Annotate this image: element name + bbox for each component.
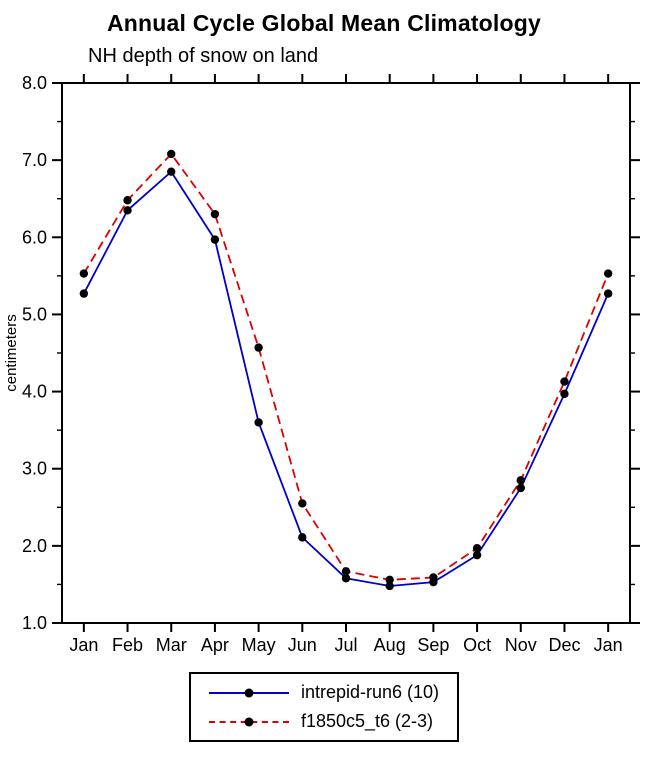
x-tick-label: Jan — [69, 635, 98, 655]
data-point-marker — [560, 389, 569, 399]
data-point-marker — [254, 418, 263, 427]
legend-label: intrepid-run6 (10) — [300, 682, 440, 702]
annual-cycle-line-chart: 1.0 2.0 3.0 4.0 5.0 6.0 7.0 8.0 Jan Feb Mar Apr May J… — [3, 73, 640, 655]
x-tick-label: Dec — [548, 635, 580, 655]
legend-item-f1850c5: f1850c5_t6 (2-3) — [208, 708, 439, 735]
data-point-marker — [298, 533, 307, 542]
y-tick-label: 2.0 — [22, 536, 47, 556]
chart-title: Annual Cycle Global Mean Climatology — [106, 10, 542, 36]
data-point-marker — [516, 483, 525, 493]
data-point-marker — [210, 209, 220, 219]
data-point-marker — [385, 575, 394, 584]
x-tick-label: Jul — [334, 635, 357, 655]
data-point-marker — [123, 196, 132, 205]
y-axis-title: centimeters — [3, 314, 20, 392]
plot-frame — [61, 82, 631, 624]
data-point-marker — [472, 543, 482, 553]
data-point-marker — [385, 581, 394, 591]
y-tick-label: 8.0 — [22, 73, 47, 93]
x-tick-label: Feb — [112, 635, 143, 655]
legend-marker-dot — [244, 717, 254, 726]
data-point-marker — [167, 149, 176, 159]
y-tick-label: 6.0 — [22, 227, 47, 247]
x-tick-label: Apr — [201, 635, 229, 655]
y-tick-label: 1.0 — [22, 613, 47, 633]
y-tick-label: 3.0 — [22, 459, 47, 479]
data-point-marker — [123, 206, 132, 215]
data-point-marker — [472, 550, 482, 560]
legend-label: f1850c5_t6 (2-3) — [300, 711, 434, 731]
data-point-marker — [79, 289, 89, 298]
x-tick-label: Sep — [417, 635, 449, 655]
axes: 1.0 2.0 3.0 4.0 5.0 6.0 7.0 8.0 Jan Feb Mar Apr May J… — [22, 73, 640, 655]
y-tick-label: 5.0 — [22, 304, 47, 324]
x-tick-label: Jun — [288, 635, 317, 655]
x-tick-label: Oct — [463, 635, 491, 655]
legend-line-sample-dashed — [208, 717, 289, 726]
data-point-marker — [210, 235, 220, 244]
data-point-marker — [298, 499, 307, 508]
legend-item-intrepid: intrepid-run6 (10) — [208, 679, 440, 706]
data-point-marker — [254, 343, 263, 352]
data-point-marker — [341, 567, 351, 576]
data-point-marker — [516, 476, 525, 485]
chart-legend: intrepid-run6 (10) f1850c5_t6 (2-3) — [188, 672, 460, 742]
data-point-marker — [603, 269, 613, 278]
y-tick-label: 4.0 — [22, 382, 47, 402]
data-point-marker — [79, 269, 89, 278]
legend-marker-dot — [244, 688, 254, 697]
legend-line-sample-solid — [208, 688, 289, 697]
data-point-marker — [429, 573, 438, 582]
series-line-1 — [83, 152, 609, 581]
x-tick-label: Nov — [505, 635, 537, 655]
x-tick-label: Aug — [374, 635, 406, 655]
series-line-0 — [83, 170, 609, 587]
data-point-marker — [167, 167, 176, 176]
x-tick-label: Jan — [594, 635, 623, 655]
data-point-marker — [341, 574, 351, 583]
x-tick-label: May — [242, 635, 276, 655]
chart-subtitle: NH depth of snow on land — [88, 45, 319, 67]
data-point-marker — [560, 377, 569, 386]
x-tick-label: Mar — [156, 635, 187, 655]
y-tick-label: 7.0 — [22, 150, 47, 170]
data-point-marker — [603, 289, 613, 298]
